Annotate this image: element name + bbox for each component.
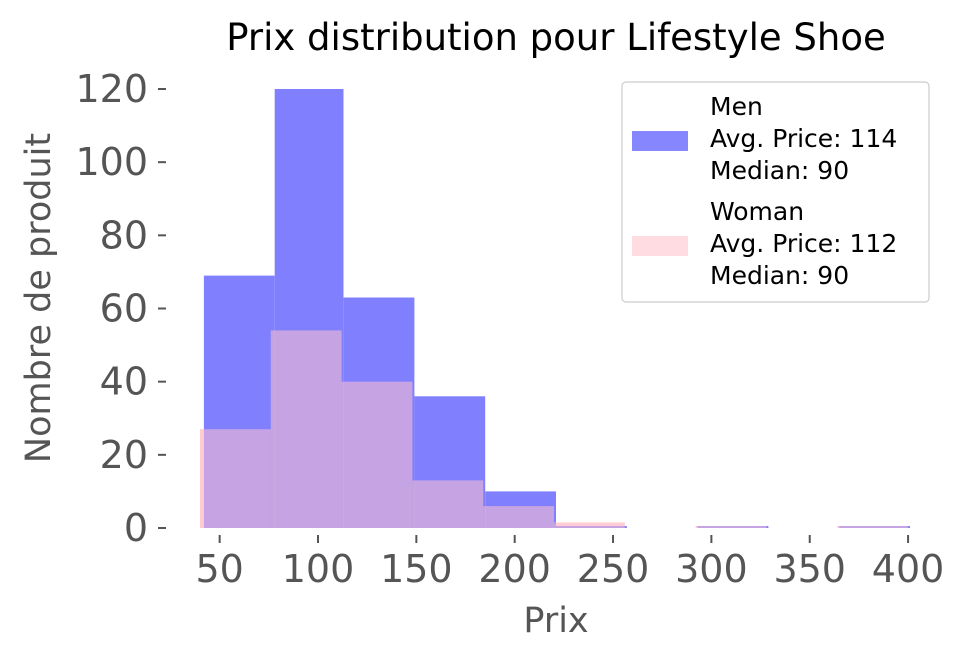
x-axis: 50 100 150 200 250 300 350 400 — [195, 535, 944, 591]
bars-layer — [200, 89, 910, 528]
legend-text-woman-0: Woman — [710, 197, 804, 226]
legend-text-woman-2: Median: 90 — [710, 261, 849, 290]
bar-woman-overlay-5 — [554, 522, 625, 528]
y-tick-label-0: 0 — [124, 506, 148, 550]
x-tick-label-200: 200 — [478, 547, 551, 591]
bar-woman-overlay-7 — [695, 526, 767, 528]
bar-woman-overlay-3 — [412, 480, 484, 528]
x-tick-label-100: 100 — [282, 547, 355, 591]
bar-woman-overlay-1 — [270, 330, 342, 528]
x-tick-label-50: 50 — [195, 547, 243, 591]
x-axis-label: Prix — [523, 601, 588, 641]
bar-woman-overlay-9 — [837, 526, 909, 528]
bar-woman-overlay-4 — [483, 506, 554, 528]
y-tick-label-40: 40 — [100, 360, 148, 404]
bar-woman-overlay-2 — [341, 381, 413, 528]
x-tick-label-400: 400 — [872, 547, 945, 591]
legend-text-men-1: Avg. Price: 114 — [710, 124, 897, 153]
legend-swatch-men — [632, 131, 688, 151]
y-tick-label-100: 100 — [75, 140, 148, 184]
x-tick-label-150: 150 — [380, 547, 453, 591]
legend-text-men-2: Median: 90 — [710, 156, 849, 185]
x-tick-label-350: 350 — [773, 547, 846, 591]
y-axis-label: Nombre de produit — [19, 133, 59, 463]
chart-title: Prix distribution pour Lifestyle Shoe — [226, 16, 885, 59]
legend-frame — [621, 81, 930, 303]
legend-swatch-woman — [632, 236, 688, 256]
y-tick-label-120: 120 — [75, 67, 148, 111]
y-axis: 0 20 40 60 80 100 120 — [75, 67, 166, 550]
legend-text-men-0: Men — [710, 92, 763, 121]
y-tick-label-60: 60 — [100, 287, 148, 331]
x-tick-label-250: 250 — [577, 547, 650, 591]
legend: Men Avg. Price: 114 Median: 90 Woman Avg. Pr… — [621, 81, 930, 303]
x-tick-label-300: 300 — [675, 547, 748, 591]
bar-woman-overlay-0 — [200, 429, 271, 528]
y-tick-label-20: 20 — [100, 433, 148, 477]
legend-text-woman-1: Avg. Price: 112 — [710, 229, 897, 258]
y-tick-label-80: 80 — [100, 213, 148, 257]
